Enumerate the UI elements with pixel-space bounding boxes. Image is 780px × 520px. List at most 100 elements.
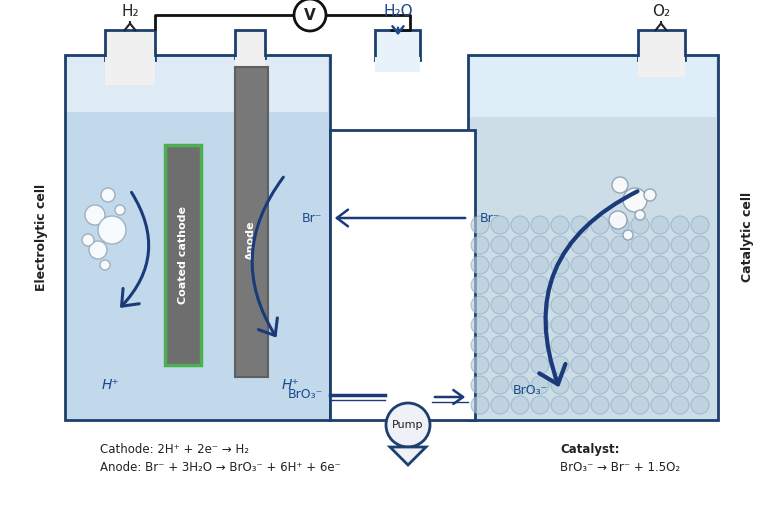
Circle shape [611, 296, 629, 314]
Circle shape [471, 356, 489, 374]
Circle shape [531, 236, 549, 254]
Text: Br⁻: Br⁻ [480, 212, 501, 225]
Circle shape [651, 256, 669, 274]
Circle shape [671, 356, 689, 374]
Circle shape [591, 336, 609, 354]
Circle shape [491, 336, 509, 354]
Circle shape [571, 376, 589, 394]
Circle shape [631, 216, 649, 234]
Circle shape [511, 256, 529, 274]
Circle shape [591, 316, 609, 334]
Circle shape [89, 241, 107, 259]
Circle shape [511, 316, 529, 334]
Circle shape [511, 216, 529, 234]
Circle shape [551, 216, 569, 234]
Circle shape [571, 316, 589, 334]
Text: BrO₃⁻: BrO₃⁻ [287, 388, 323, 401]
Text: Coated cathode: Coated cathode [178, 206, 188, 304]
Circle shape [531, 316, 549, 334]
Circle shape [691, 256, 709, 274]
Circle shape [571, 236, 589, 254]
Circle shape [571, 216, 589, 234]
Polygon shape [390, 447, 426, 465]
Circle shape [671, 216, 689, 234]
Text: Catalytic cell: Catalytic cell [742, 192, 754, 282]
Circle shape [491, 216, 509, 234]
Circle shape [691, 356, 709, 374]
Circle shape [101, 188, 115, 202]
Circle shape [651, 316, 669, 334]
Circle shape [531, 256, 549, 274]
Circle shape [551, 256, 569, 274]
Circle shape [671, 376, 689, 394]
Circle shape [651, 396, 669, 414]
Circle shape [82, 234, 94, 246]
Circle shape [631, 236, 649, 254]
Bar [638, 30, 685, 60]
Circle shape [591, 296, 609, 314]
Circle shape [551, 296, 569, 314]
Circle shape [511, 356, 529, 374]
Circle shape [651, 356, 669, 374]
Circle shape [671, 396, 689, 414]
Text: Anode: Anode [246, 220, 256, 260]
Circle shape [511, 296, 529, 314]
Circle shape [531, 296, 549, 314]
Circle shape [671, 316, 689, 334]
Text: Pump: Pump [392, 420, 424, 430]
Circle shape [571, 356, 589, 374]
Circle shape [531, 336, 549, 354]
Circle shape [635, 210, 645, 220]
Circle shape [85, 205, 105, 225]
Circle shape [631, 396, 649, 414]
Circle shape [631, 356, 649, 374]
Bar [375, 30, 420, 60]
Circle shape [491, 256, 509, 274]
Circle shape [511, 236, 529, 254]
Bar [105, 57, 155, 85]
Text: Catalyst:: Catalyst: [560, 443, 619, 456]
Circle shape [591, 356, 609, 374]
Circle shape [611, 396, 629, 414]
Circle shape [551, 316, 569, 334]
Circle shape [571, 336, 589, 354]
Circle shape [551, 376, 569, 394]
Circle shape [531, 396, 549, 414]
Circle shape [631, 336, 649, 354]
Circle shape [571, 396, 589, 414]
Bar [330, 130, 475, 420]
Circle shape [551, 276, 569, 294]
Circle shape [611, 336, 629, 354]
Text: Electrolytic cell: Electrolytic cell [36, 184, 48, 291]
Text: BrO₃⁻ → Br⁻ + 1.5O₂: BrO₃⁻ → Br⁻ + 1.5O₂ [560, 461, 680, 474]
Bar [468, 55, 718, 420]
Circle shape [491, 396, 509, 414]
Circle shape [551, 236, 569, 254]
Bar [65, 55, 330, 420]
Circle shape [591, 376, 609, 394]
Circle shape [631, 296, 649, 314]
Text: H₂O: H₂O [383, 5, 413, 19]
Circle shape [591, 256, 609, 274]
Circle shape [98, 216, 126, 244]
Circle shape [691, 376, 709, 394]
Circle shape [491, 276, 509, 294]
Circle shape [631, 316, 649, 334]
Circle shape [611, 236, 629, 254]
Circle shape [611, 356, 629, 374]
Text: O₂: O₂ [652, 5, 670, 19]
Bar [638, 57, 685, 77]
Circle shape [471, 296, 489, 314]
Text: V: V [304, 7, 316, 22]
Circle shape [511, 376, 529, 394]
Circle shape [531, 376, 549, 394]
Circle shape [571, 276, 589, 294]
Text: Anode: Br⁻ + 3H₂O → BrO₃⁻ + 6H⁺ + 6e⁻: Anode: Br⁻ + 3H₂O → BrO₃⁻ + 6H⁺ + 6e⁻ [100, 461, 341, 474]
Circle shape [609, 211, 627, 229]
Circle shape [571, 256, 589, 274]
Bar [67, 57, 328, 112]
Circle shape [531, 276, 549, 294]
Circle shape [491, 316, 509, 334]
Circle shape [651, 276, 669, 294]
Bar [235, 57, 265, 67]
